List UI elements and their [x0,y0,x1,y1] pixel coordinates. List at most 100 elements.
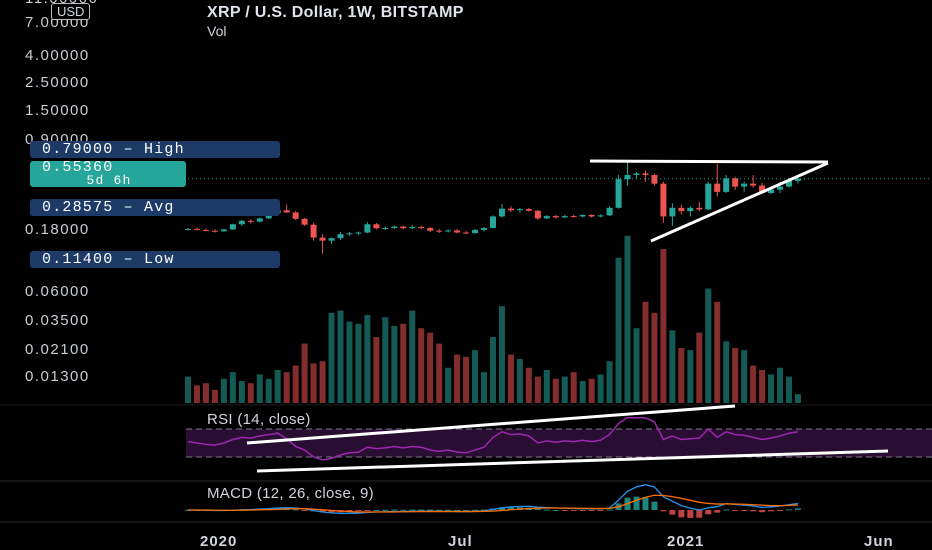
macd-histogram-bar [552,510,559,511]
price-scale: 11.000007.000004.000002.500001.500000.90… [25,0,97,385]
rsi-upper-trendline[interactable] [246,404,736,445]
candle-body [507,208,514,211]
macd-histogram-bar [597,510,604,511]
current-price-badge: 0.55360 5d 6h [30,160,186,187]
candle-body [202,229,209,231]
rsi-label: RSI (14, close) [207,411,311,428]
volume-bar [669,330,676,403]
candle-body [714,183,721,192]
candle-body [427,227,434,231]
macd-histogram-bar [651,501,658,510]
candle-body [561,216,568,218]
volume-bar [651,312,658,403]
price-scale-label: 0.01300 [25,368,90,385]
support-trendline[interactable] [650,161,829,243]
macd-histogram-bar [543,509,550,511]
candle-body [301,218,308,225]
volume-bar [489,337,496,403]
volume-bar [543,370,550,403]
macd-histogram-bar [705,510,712,515]
candle-body [660,183,667,217]
volume-bar [427,332,434,403]
candle-body [732,178,739,187]
chart-legend: XRP / U.S. Dollar, 1W, BITSTAMP Vol [207,4,464,39]
volume-bar [597,374,604,403]
candle-body [193,228,200,230]
candle-body [570,216,577,218]
macd-histogram-bar [732,510,739,511]
candle-body [794,178,801,181]
candle-body [705,183,712,210]
candle-body [436,230,443,232]
volume-bar [714,301,721,403]
candle-body [238,220,245,225]
volume-bar [507,354,514,403]
candle-body [642,173,649,176]
volume-bar [391,326,398,403]
macd-histogram-bar [382,509,389,511]
candle-body [696,207,703,210]
candle-body [382,227,389,229]
currency-badge[interactable]: USD [51,3,91,20]
macd-histogram-bar [534,508,541,510]
candle-body [597,215,604,217]
volume-bar [615,257,622,403]
time-axis[interactable]: 2020 Jul 2021 Jun [200,533,894,550]
macd-histogram-bar [400,509,407,511]
candle-body [579,214,586,217]
macd-histogram-bar [588,510,595,511]
volume-bar [588,378,595,403]
rsi-pane[interactable]: RSI (14, close) [0,404,932,482]
candle-body [454,230,461,233]
candle-body [552,216,559,218]
candle-body [463,232,470,234]
candle-body [292,212,299,219]
candle-body [256,218,263,222]
macd-histogram-bar [794,508,801,510]
candle-body [687,207,694,212]
rsi-lower-trendline[interactable] [256,449,889,473]
volume-bar [211,389,218,403]
resistance-trendline[interactable] [589,159,829,164]
macd-histogram-bar [777,510,784,511]
candle-body [481,227,488,230]
candle-body [777,186,784,190]
volume-bar [301,343,308,403]
price-scale-label: 0.03500 [25,312,90,329]
candle-body [606,207,613,216]
macd-pane[interactable]: MACD (12, 26, close, 9) [0,484,932,523]
macd-histogram-bar [498,507,505,510]
volume-bar [633,328,640,403]
volume-bar [193,385,200,403]
candle-body [651,175,658,184]
macd-histogram-bar [687,510,694,518]
candle-body [615,179,622,208]
time-axis-label: 2021 [667,533,704,550]
volume-bar [481,372,488,403]
price-trendlines[interactable] [589,159,829,243]
macd-histogram-bar [364,510,371,511]
volume-bars [185,235,801,403]
macd-histogram-bar [507,507,514,510]
volume-bar [256,374,263,403]
price-scale-label: 0.06000 [25,283,90,300]
time-axis-label: Jul [448,533,473,550]
candle-body [516,209,523,211]
macd-histogram-bar [741,510,748,511]
candle-body [418,227,425,229]
volume-bar [777,367,784,403]
volume-bar [561,376,568,403]
volume-bar [283,372,290,403]
volume-bar [642,301,649,403]
macd-line [188,484,799,514]
volume-bar [382,317,389,403]
macd-histogram-bar [391,509,398,511]
candle-body [185,228,191,230]
price-scale-label: 2.50000 [25,74,90,91]
volume-bar [436,343,443,403]
volume-bar [723,341,730,403]
macd-histogram-bar [642,497,649,510]
volume-bar [373,337,380,403]
candle-body [337,234,344,239]
